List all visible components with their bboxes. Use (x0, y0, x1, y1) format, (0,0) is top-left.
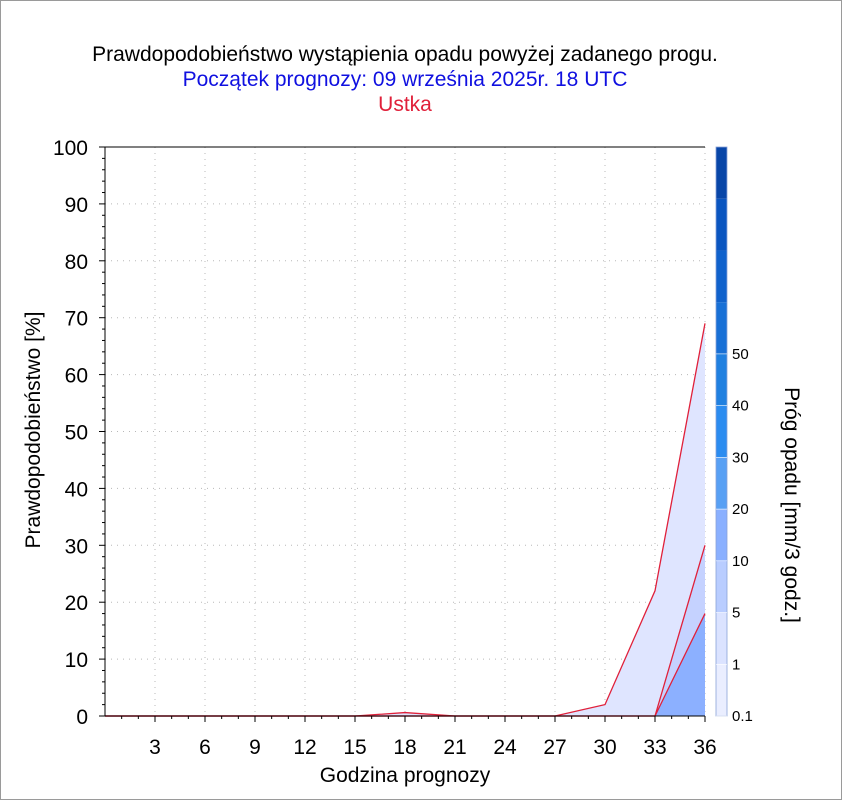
area-series (105, 323, 705, 716)
y-tick-label: 10 (65, 649, 88, 672)
x-tick-label: 6 (199, 736, 211, 759)
x-tick-label: 9 (249, 736, 261, 759)
x-tick-label: 33 (643, 736, 666, 759)
x-tick-label: 21 (443, 736, 466, 759)
y-tick-label: 50 (65, 422, 88, 445)
y-tick-label: 70 (65, 308, 88, 331)
colorbar-label: Próg opadu [mm/3 godz.] (780, 387, 803, 623)
colorbar-tick-label: 40 (732, 398, 749, 415)
y-tick-label: 60 (65, 365, 88, 388)
x-tick-label: 18 (393, 736, 416, 759)
area-series-0 (105, 323, 705, 716)
colorbar-band (716, 457, 727, 510)
grid-lines (105, 146, 706, 716)
y-tick-label: 100 (53, 137, 88, 160)
x-tick-label: 27 (543, 736, 566, 759)
colorbar: 0.1 1 5 10 20 30 40 50 (715, 146, 753, 725)
x-tick-label: 15 (343, 736, 366, 759)
y-tick-label: 80 (65, 251, 88, 274)
chart-location: Ustka (378, 93, 432, 116)
y-tick-label: 0 (76, 706, 88, 729)
colorbar-band (716, 198, 727, 251)
colorbar-tick-label: 30 (732, 449, 749, 466)
colorbar-tick-label: 50 (732, 346, 749, 363)
x-tick-label: 30 (593, 736, 616, 759)
colorbar-band (716, 302, 727, 354)
colorbar-band (716, 509, 727, 561)
colorbar-band (716, 405, 727, 458)
colorbar-tick-label: 5 (732, 605, 740, 622)
colorbar-tick-label: 20 (732, 501, 749, 518)
x-tick-label: 24 (493, 736, 517, 759)
x-tick-label: 36 (693, 736, 716, 759)
y-tick-label: 30 (65, 535, 88, 558)
colorbar-tick-label: 0.1 (732, 708, 753, 725)
colorbar-band (716, 612, 727, 665)
colorbar-band (716, 664, 727, 716)
chart-subtitle: Początek prognozy: 09 września 2025r. 18… (182, 68, 628, 91)
y-tick-label: 90 (65, 194, 88, 217)
chart-title: Prawdopodobieństwo wystąpienia opadu pow… (92, 43, 718, 66)
colorbar-band (716, 560, 727, 613)
x-tick-label: 3 (149, 736, 161, 759)
colorbar-tick-label: 1 (732, 656, 740, 673)
y-tick-label: 20 (65, 592, 88, 615)
colorbar-band (716, 250, 727, 303)
y-axis-label: Prawdopodobieństwo [%] (22, 312, 45, 549)
x-axis-label: Godzina prognozy (320, 764, 491, 787)
colorbar-band (716, 147, 727, 199)
y-tick-label: 40 (65, 478, 88, 501)
x-tick-label: 12 (293, 736, 316, 759)
axes (99, 146, 706, 722)
colorbar-tick-label: 10 (732, 553, 749, 570)
colorbar-band (716, 353, 727, 406)
